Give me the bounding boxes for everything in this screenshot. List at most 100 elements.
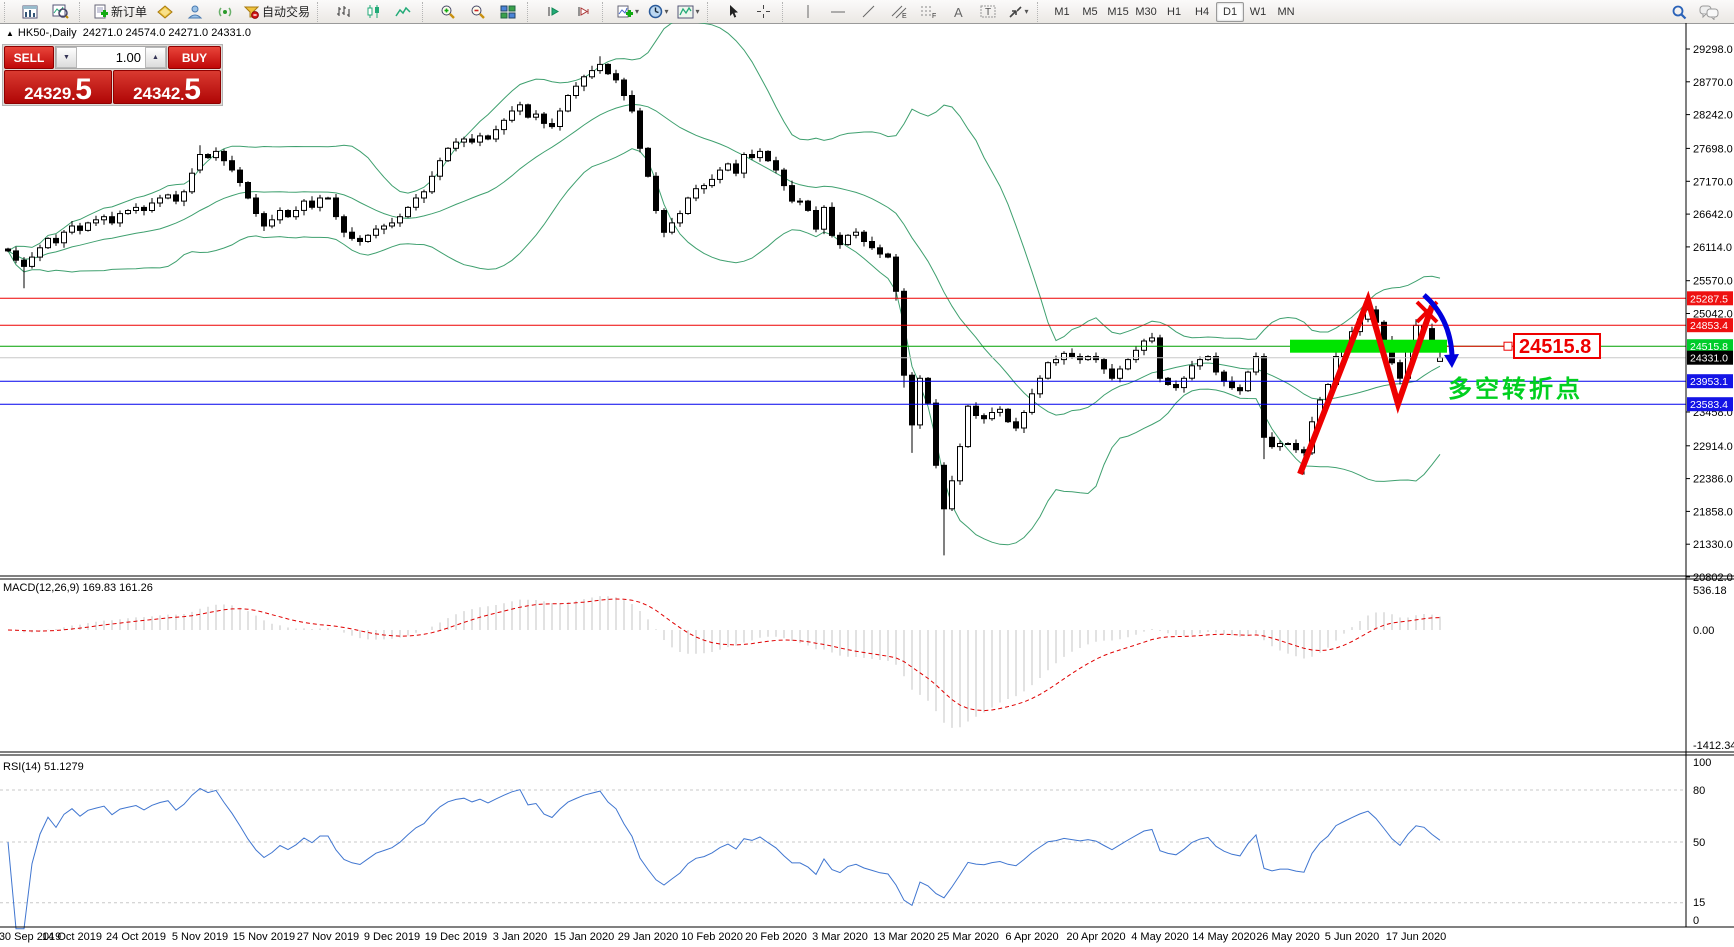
candle <box>813 206 819 233</box>
candle <box>157 194 163 207</box>
community-button[interactable] <box>180 1 210 23</box>
arrowhead-icon <box>1444 354 1459 368</box>
timeframe-mn-button[interactable]: MN <box>1272 2 1300 22</box>
price-tick-label: 28242.0 <box>1693 110 1733 122</box>
trendline-button[interactable] <box>853 1 883 23</box>
bar-chart-button[interactable] <box>328 1 358 23</box>
candle <box>1189 360 1195 381</box>
turning-point-annotation-text[interactable]: 多空转折点 <box>1448 375 1583 403</box>
text-label-button[interactable]: T <box>973 1 1003 23</box>
trend-zigzag-arrow[interactable] <box>1297 290 1435 476</box>
bar-chart-icon <box>336 4 351 19</box>
text-button[interactable]: A <box>943 1 973 23</box>
equidistant-channel-button[interactable]: E <box>883 1 913 23</box>
signals-icon <box>217 4 233 19</box>
svg-text:A: A <box>954 5 963 19</box>
auto-scroll-button[interactable] <box>538 1 568 23</box>
candle <box>933 399 939 469</box>
candle <box>349 227 355 241</box>
chart-ohlc-values: 24271.0 24574.0 24271.0 24331.0 <box>82 27 251 39</box>
candle <box>917 375 923 429</box>
chart-shift-button[interactable] <box>568 1 598 23</box>
chart-area[interactable]: 29298.0 28770.0 28242.0 27698.0 27170.0 26642… <box>0 23 1734 947</box>
candle <box>773 156 779 174</box>
candle <box>381 223 387 235</box>
profiles-button[interactable] <box>45 1 75 23</box>
candle <box>1045 361 1051 380</box>
search-button[interactable] <box>1664 1 1694 23</box>
price-tag-label: 24515.8 <box>1690 341 1728 353</box>
price-callout-box[interactable] <box>1513 333 1601 359</box>
line-handle[interactable] <box>1503 341 1513 351</box>
autotrading-button[interactable]: 自动交易 <box>240 1 313 23</box>
candle <box>661 208 667 238</box>
line-chart-button[interactable] <box>388 1 418 23</box>
autotrading-icon <box>243 4 260 19</box>
timeframe-label: MN <box>1277 5 1295 18</box>
rsi-line <box>7 787 1441 930</box>
templates-button[interactable]: ▾ <box>673 1 703 23</box>
timeframe-m15-button[interactable]: M15 <box>1104 2 1132 22</box>
volume-input[interactable] <box>77 47 145 68</box>
volume-increase-button[interactable]: ▲ <box>145 47 166 68</box>
chat-button[interactable] <box>1694 1 1724 23</box>
new-order-button[interactable]: 新订单 <box>90 1 150 23</box>
timeframe-m1-button[interactable]: M1 <box>1048 2 1076 22</box>
timeframe-d1-button[interactable]: D1 <box>1216 1 1245 22</box>
candle <box>477 132 483 147</box>
collapse-icon[interactable]: ▲ <box>6 29 14 38</box>
text-label-icon: T <box>980 4 996 19</box>
timeframe-w1-button[interactable]: W1 <box>1244 2 1272 22</box>
new-chart-icon <box>22 5 38 19</box>
candle <box>1285 442 1291 445</box>
candle <box>613 69 619 84</box>
candle <box>61 230 67 248</box>
date-tick-label: 5 Nov 2019 <box>172 931 228 943</box>
buy-price-panel[interactable]: 24342. 5 <box>113 70 221 105</box>
toolbar-separator <box>317 1 325 22</box>
candle <box>797 198 803 206</box>
timeframe-h4-button[interactable]: H4 <box>1188 2 1216 22</box>
signals-button[interactable] <box>210 1 240 23</box>
indicators-button[interactable]: ▾ <box>613 1 643 23</box>
sell-button[interactable]: SELL <box>4 46 54 69</box>
price-tick-label: 26114.0 <box>1693 242 1732 254</box>
main-chart-pane[interactable] <box>0 23 1686 556</box>
candle <box>189 168 195 194</box>
fibonacci-button[interactable]: F <box>913 1 943 23</box>
crosshair-button[interactable] <box>748 1 778 23</box>
timeframe-m5-button[interactable]: M5 <box>1076 2 1104 22</box>
rsi-pane[interactable] <box>0 787 1686 930</box>
candle <box>397 213 403 227</box>
candle <box>437 157 443 181</box>
tile-windows-button[interactable] <box>493 1 523 23</box>
timeframe-h1-button[interactable]: H1 <box>1160 2 1188 22</box>
new-chart-button[interactable] <box>15 1 45 23</box>
candle <box>565 94 571 113</box>
timeframe-m30-button[interactable]: M30 <box>1132 2 1160 22</box>
support-zone-bar[interactable] <box>1290 339 1447 353</box>
price-axis[interactable]: 29298.0 28770.0 28242.0 27698.0 27170.0 26642… <box>0 23 1734 928</box>
sell-price-panel[interactable]: 24329. 5 <box>4 70 112 105</box>
buy-button[interactable]: BUY <box>168 46 221 69</box>
arrows-button[interactable]: ▾ <box>1003 1 1033 23</box>
rsi-indicator-label: RSI(14) 51.1279 <box>3 761 84 773</box>
volume-decrease-button[interactable]: ▼ <box>56 47 77 68</box>
candle <box>293 206 299 220</box>
date-tick-label: 19 Dec 2019 <box>425 931 487 943</box>
down-arrow-annotation[interactable] <box>1422 293 1455 356</box>
candle <box>429 171 435 194</box>
zoom-in-button[interactable] <box>433 1 463 23</box>
candlestick-chart-button[interactable] <box>358 1 388 23</box>
periods-button[interactable]: ▾ <box>643 1 673 23</box>
candle <box>245 181 251 200</box>
candle <box>701 183 707 194</box>
cursor-button[interactable] <box>718 1 748 23</box>
macd-pane[interactable] <box>7 596 1441 728</box>
vertical-line-button[interactable] <box>793 1 823 23</box>
zoom-out-button[interactable] <box>463 1 493 23</box>
metaeditor-button[interactable] <box>150 1 180 23</box>
horizontal-line-button[interactable] <box>823 1 853 23</box>
candle <box>37 244 43 262</box>
